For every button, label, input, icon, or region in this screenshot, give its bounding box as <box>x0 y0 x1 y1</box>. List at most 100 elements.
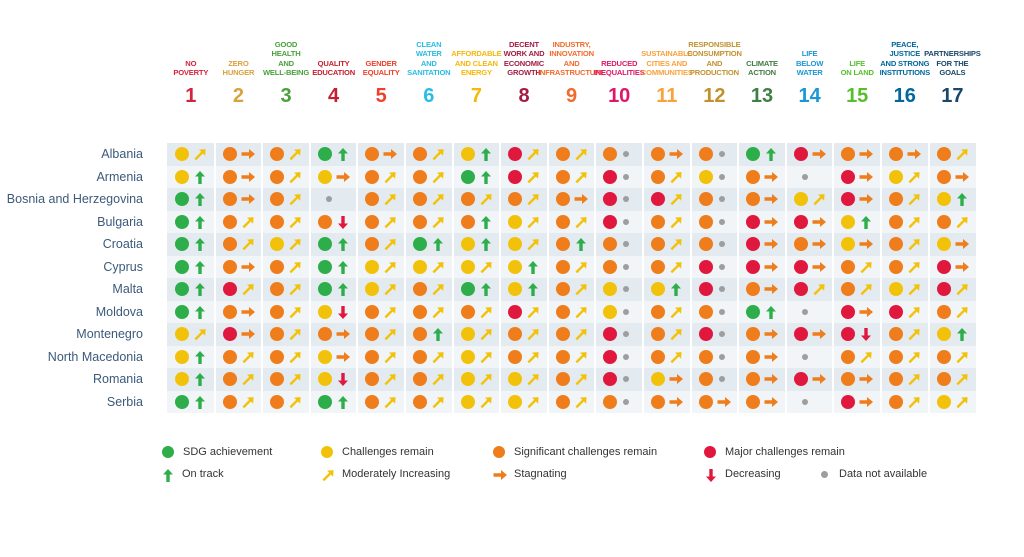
dashboard-cell <box>693 190 735 208</box>
status-dot <box>175 304 189 319</box>
dashboard-cell <box>645 348 687 366</box>
status-dot <box>270 259 285 274</box>
dashboard-cell <box>312 325 354 343</box>
status-dot <box>698 327 713 341</box>
trend-arrow-icon <box>195 238 205 251</box>
status-dot <box>222 372 237 386</box>
status-dot <box>365 327 380 341</box>
status-dot <box>841 237 856 251</box>
dashboard-cell <box>169 213 211 231</box>
dashboard-cell <box>788 145 830 163</box>
status-dot <box>746 304 761 319</box>
trend-arrow-icon <box>337 305 348 319</box>
status-dot <box>555 192 570 206</box>
trend-arrow-icon <box>195 373 205 386</box>
trend-arrow-icon <box>575 374 587 386</box>
status-dot <box>651 349 665 364</box>
trend-arrow-icon <box>480 374 492 386</box>
dashboard-cell <box>788 393 830 411</box>
dashboard-cell <box>359 190 401 208</box>
goal-title-line: ACTION <box>748 68 776 78</box>
trend-arrow-icon <box>575 149 587 161</box>
goal-title-text: CLIMATE ACTION <box>746 59 778 78</box>
status-dot <box>746 147 761 161</box>
dashboard-cell <box>407 145 449 163</box>
dashboard-cell <box>264 393 306 411</box>
goal-title-text: LIFE BELOW WATER <box>796 49 823 78</box>
status-dot <box>651 214 665 229</box>
dashboard-cell <box>788 235 830 253</box>
status-dot <box>889 282 903 296</box>
trend-arrow-icon <box>764 374 779 384</box>
dashboard-cell <box>169 190 211 208</box>
trend-arrow-icon <box>527 396 539 408</box>
dashboard-cell <box>217 190 259 208</box>
status-dot <box>936 214 951 229</box>
status-dot <box>793 147 808 161</box>
status-dot <box>222 327 237 341</box>
dashboard-cell <box>550 235 592 253</box>
status-dot <box>746 394 761 409</box>
trend-arrow-icon <box>669 374 683 384</box>
country-label: Bosnia and Herzegovina <box>6 192 143 206</box>
trend-data-not-available <box>623 196 630 202</box>
legend-arrow <box>322 470 334 482</box>
dashboard-cell <box>359 348 401 366</box>
dashboard-cell <box>264 258 306 276</box>
trend-arrow-icon <box>432 261 444 273</box>
dashboard-cell <box>645 303 687 321</box>
goal-title-text: GENDER EQUALITY <box>363 59 400 78</box>
status-dot <box>365 147 380 161</box>
trend-arrow-icon <box>527 171 539 183</box>
status-dot <box>555 169 570 184</box>
status-dot <box>841 169 856 184</box>
trend-arrow-icon <box>575 216 587 228</box>
dashboard-cell <box>169 393 211 411</box>
status-dot <box>175 192 189 206</box>
trend-arrow-icon <box>670 194 682 206</box>
goal-title-text: CLEAN WATER AND SANITATION <box>405 40 453 78</box>
status-dot <box>793 214 808 229</box>
trend-arrow-icon <box>908 374 920 386</box>
status-dot <box>746 327 761 341</box>
trend-arrow-icon <box>527 306 539 318</box>
dashboard-cell <box>217 393 259 411</box>
status-dot <box>698 349 713 364</box>
status-dot <box>889 259 903 274</box>
trend-data-not-available <box>718 241 725 247</box>
status-dot <box>651 282 665 296</box>
trend-arrow-icon <box>764 284 779 294</box>
country-label: Malta <box>112 282 143 296</box>
dashboard-cell <box>407 393 449 411</box>
dashboard-cell <box>645 325 687 343</box>
goal-title-line: GROWTH <box>507 68 541 78</box>
status-dot <box>651 304 665 319</box>
goal-title-text: ZERO HUNGER <box>223 59 255 78</box>
dashboard-cell <box>169 325 211 343</box>
dashboard-cell <box>835 213 877 231</box>
trend-arrow-icon <box>956 216 968 228</box>
dashboard-cell <box>359 258 401 276</box>
trend-arrow-icon <box>433 238 443 251</box>
dashboard-cell <box>264 280 306 298</box>
legend-label: Stagnating <box>514 468 567 480</box>
status-dot <box>889 147 903 161</box>
trend-arrow-icon <box>956 284 968 296</box>
trend-arrow-icon <box>859 239 874 249</box>
status-dot <box>746 169 761 184</box>
status-dot <box>936 372 951 386</box>
trend-arrow-icon <box>812 329 826 339</box>
status-dot <box>651 169 665 184</box>
status-dot <box>508 237 523 251</box>
trend-data-not-available <box>718 218 725 225</box>
dashboard-cell <box>645 145 687 163</box>
status-dot <box>413 304 427 319</box>
legend-dot <box>493 446 505 458</box>
dashboard-cell <box>407 190 449 208</box>
trend-arrow-icon <box>337 215 348 229</box>
trend-data-not-available <box>623 331 630 337</box>
trend-data-not-available <box>718 331 725 337</box>
status-dot <box>460 394 475 409</box>
trend-arrow-icon <box>432 216 444 228</box>
goal-title-line: LIFE <box>801 49 818 59</box>
